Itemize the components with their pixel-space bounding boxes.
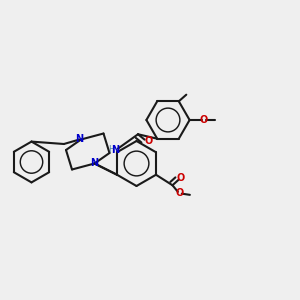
Text: N: N: [111, 145, 119, 155]
Text: N: N: [75, 134, 84, 145]
Text: O: O: [200, 115, 208, 125]
Text: N: N: [90, 158, 99, 169]
Text: H: H: [108, 146, 115, 154]
Text: O: O: [177, 173, 185, 183]
Text: O: O: [176, 188, 184, 198]
Text: O: O: [144, 136, 153, 146]
